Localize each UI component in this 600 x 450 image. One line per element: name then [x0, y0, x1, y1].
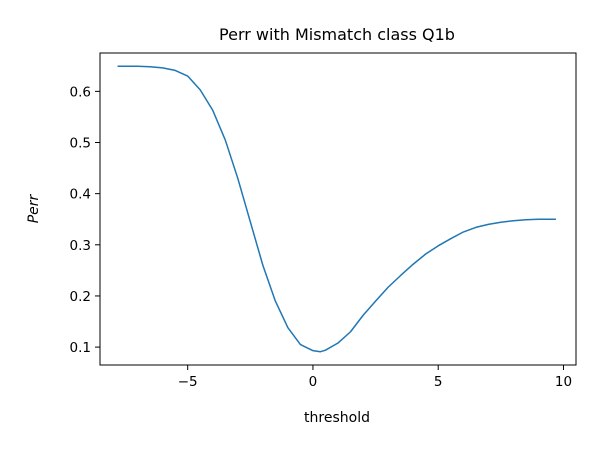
x-tick-label: 0: [309, 374, 318, 390]
series-line: [117, 65, 556, 353]
y-axis: 0.1 0.2 0.3 0.4 0.5 0.6: [70, 84, 100, 356]
x-tick-label: 10: [555, 374, 572, 390]
x-tick-label: −5: [178, 374, 198, 390]
x-axis-label: threshold: [304, 410, 370, 426]
chart-title: Perr with Mismatch class Q1b: [219, 25, 455, 44]
y-tick-label: 0.2: [70, 289, 91, 305]
plot-area: [117, 65, 556, 353]
y-tick-label: 0.3: [70, 238, 91, 254]
plot-frame: [99, 52, 577, 366]
y-tick-label: 0.1: [70, 340, 91, 356]
x-axis: −5 0 5 10: [178, 365, 572, 390]
y-tick-label: 0.6: [70, 84, 91, 100]
x-tick-label: 5: [434, 374, 443, 390]
y-axis-label: Perr: [26, 193, 42, 223]
y-tick-label: 0.4: [70, 187, 91, 203]
y-tick-label: 0.5: [70, 136, 91, 152]
